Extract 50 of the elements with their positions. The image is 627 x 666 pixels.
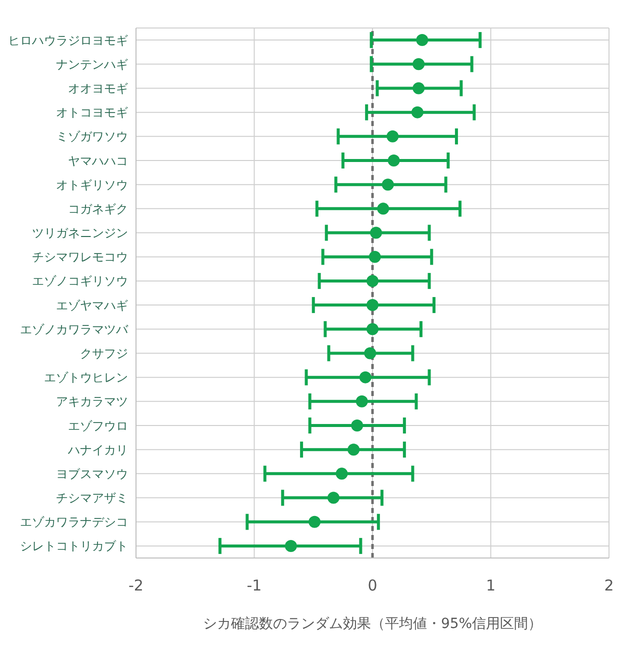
x-axis-title: シカ確認数のランダム効果（平均値・95%信用区間） (202, 616, 542, 632)
y-tick-label: エゾノカワラマツバ (20, 322, 129, 336)
x-tick-label: 1 (486, 576, 496, 595)
point (370, 226, 382, 239)
y-tick-label: ヨブスマソウ (56, 466, 128, 481)
x-tick-label: 0 (368, 576, 378, 595)
y-tick-label: エゾトウヒレン (44, 370, 128, 385)
point (348, 444, 360, 456)
y-tick-label: コガネギク (68, 202, 128, 216)
y-tick-label: ツリガネニンジン (32, 226, 128, 240)
point (386, 130, 399, 142)
point (382, 178, 394, 191)
point (327, 492, 340, 504)
y-tick-label: エゾノコギリソウ (32, 274, 128, 288)
point (412, 58, 425, 70)
y-tick-label: オオヨモギ (68, 81, 128, 96)
point (412, 82, 425, 94)
y-tick-label: クサフジ (80, 346, 128, 360)
y-tick-label: チシマアザミ (56, 491, 128, 506)
y-tick-label: エゾフウロ (68, 418, 128, 433)
y-tick-label: ナンテンハギ (56, 57, 128, 72)
y-tick-label: エゾカワラナデシコ (20, 515, 128, 530)
point (368, 250, 381, 263)
point (416, 34, 428, 46)
point (359, 371, 372, 384)
y-tick-label: オトギリソウ (56, 178, 128, 192)
y-tick-label: ハナイカリ (67, 442, 128, 457)
y-tick-label: ヒロハウラジロヨモギ (8, 33, 128, 48)
y-tick-label: チシマワレモコウ (32, 250, 128, 264)
point (411, 106, 424, 118)
y-tick-label: エゾヤマハギ (56, 298, 128, 312)
x-tick-label: 2 (604, 576, 614, 595)
point (366, 323, 378, 336)
point (366, 274, 378, 287)
point (308, 516, 321, 528)
y-tick-label: シレトコトリカブト (20, 539, 128, 554)
point (377, 202, 390, 215)
x-tick-label: -2 (128, 576, 144, 595)
y-tick-label: ヤマハハコ (68, 154, 128, 168)
y-tick-label: アキカラマツ (56, 394, 128, 409)
point (284, 540, 297, 552)
y-tick-label: ミゾガワソウ (56, 130, 128, 144)
y-tick-label: オトコヨモギ (56, 106, 128, 120)
point (336, 468, 348, 480)
point (351, 420, 364, 432)
point (364, 347, 376, 360)
point (356, 395, 368, 408)
point (366, 299, 378, 312)
point (388, 154, 400, 166)
x-tick-label: -1 (246, 576, 262, 595)
